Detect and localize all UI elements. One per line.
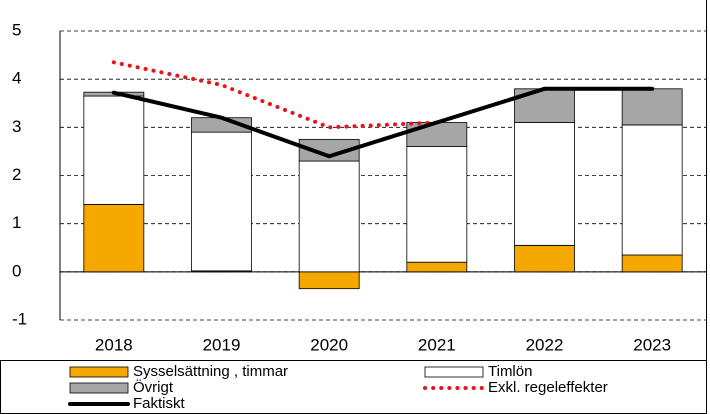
bar-segment <box>621 124 683 256</box>
bar-segment <box>406 146 468 263</box>
legend-label: Sysselsättning , timmar <box>133 363 288 380</box>
y-tick-label: 1 <box>12 213 21 232</box>
bar-segment <box>514 88 575 123</box>
x-tick-label: 2020 <box>310 335 348 354</box>
bar-segment <box>298 160 360 273</box>
legend-label: Faktiskt <box>133 395 186 412</box>
bar-segment <box>621 254 683 273</box>
x-tick-label: 2022 <box>526 335 564 354</box>
x-tick-label: 2018 <box>95 335 133 354</box>
legend-swatch <box>424 366 484 378</box>
legend-swatch <box>69 382 129 394</box>
x-tick-label: 2021 <box>418 335 456 354</box>
y-tick-label: -1 <box>12 309 27 328</box>
bar-segment <box>406 261 468 273</box>
bar-segment <box>514 122 575 246</box>
legend-swatch <box>69 366 129 378</box>
y-tick-label: 4 <box>12 69 21 88</box>
bar-segment <box>406 122 468 148</box>
bar-segment <box>514 244 575 273</box>
y-tick-label: 0 <box>12 261 21 280</box>
bar-segment <box>83 95 145 205</box>
legend-label: Timlön <box>488 363 532 380</box>
bar-segment <box>191 131 252 272</box>
legend-label: Exkl. regeleffekter <box>488 379 608 396</box>
x-tick-label: 2023 <box>633 335 671 354</box>
bar-segment <box>83 203 145 273</box>
bar-segment <box>621 88 683 126</box>
y-tick-label: 3 <box>12 117 21 136</box>
legend-label: Övrigt <box>133 378 174 396</box>
y-tick-label: 2 <box>12 165 21 184</box>
y-tick-label: 5 <box>12 20 21 39</box>
bar-segment <box>298 138 360 162</box>
x-tick-label: 2019 <box>203 335 241 354</box>
bar-segment <box>298 271 360 290</box>
line-series <box>111 86 655 159</box>
